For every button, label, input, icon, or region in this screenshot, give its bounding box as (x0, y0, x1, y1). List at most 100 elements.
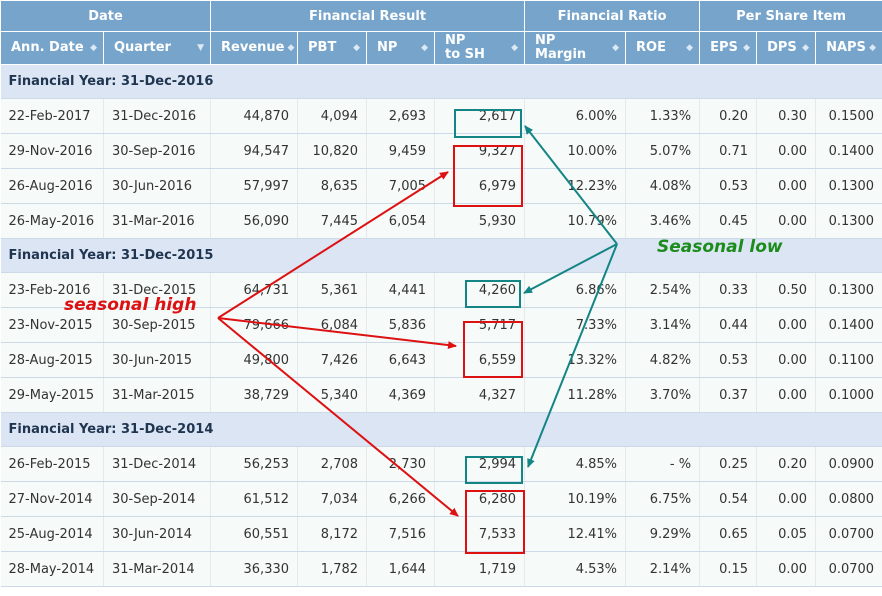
table-cell: 2,617 (434, 98, 526, 134)
column-header-sort[interactable]: ROE ◆ (625, 31, 701, 65)
financial-year-label: Financial Year: 31-Dec-2014 (0, 412, 882, 447)
table-row: 22-Feb-2017 31-Dec-2016 44,870 4,094 2,693 2,… (0, 98, 882, 134)
table-cell: 31-Dec-2015 (103, 272, 212, 308)
group-header: Per Share Item (699, 0, 882, 32)
sort-toggle-icon[interactable]: ◆ (686, 43, 694, 53)
financial-year-row: Financial Year: 31-Dec-2014 (0, 412, 882, 447)
table-cell: 0.37 (699, 377, 758, 413)
table-cell: 29-Nov-2016 (0, 133, 104, 169)
table-cell: 28-May-2014 (0, 551, 104, 587)
column-header-label: EPS (710, 40, 738, 55)
column-header-sort[interactable]: DPS ◆ (756, 31, 817, 65)
table-cell: 6,643 (366, 342, 436, 378)
table-cell: 6,084 (297, 307, 368, 343)
column-header-sort[interactable]: NP ◆ (366, 31, 436, 65)
table-cell: 7,516 (366, 516, 436, 552)
table-cell: 38,729 (210, 377, 299, 413)
sort-desc-icon[interactable]: ▼ (197, 43, 205, 53)
sort-toggle-icon[interactable]: ◆ (743, 43, 751, 53)
column-header-label: NP (377, 40, 398, 55)
table-cell: 26-May-2016 (0, 203, 104, 239)
table-cell: 7,005 (366, 168, 436, 204)
table-cell: 61,512 (210, 481, 299, 517)
sort-toggle-icon[interactable]: ◆ (802, 43, 810, 53)
table-cell: 10,820 (297, 133, 368, 169)
table-cell: 0.0900 (815, 446, 882, 482)
table-cell: 0.53 (699, 342, 758, 378)
table-cell: 64,731 (210, 272, 299, 308)
table-cell: 10.00% (524, 133, 627, 169)
table-cell: 6.86% (524, 272, 627, 308)
table-row: 26-Feb-2015 31-Dec-2014 56,253 2,708 2,730 2,… (0, 446, 882, 482)
column-header-label: PBT (308, 40, 337, 55)
table-cell: 23-Nov-2015 (0, 307, 104, 343)
table-cell: 26-Aug-2016 (0, 168, 104, 204)
table-cell: 0.15 (699, 551, 758, 587)
table-cell: 23-Feb-2016 (0, 272, 104, 308)
table-cell: 9,459 (366, 133, 436, 169)
table-cell: 36,330 (210, 551, 299, 587)
table-cell: 8,172 (297, 516, 368, 552)
table-cell: 0.1300 (815, 168, 882, 204)
table-cell: 0.0700 (815, 551, 882, 587)
column-header-sort[interactable]: PBT ◆ (297, 31, 368, 65)
table-cell: 49,800 (210, 342, 299, 378)
table-cell: 0.00 (756, 168, 817, 204)
table-cell: 0.1100 (815, 342, 882, 378)
table-cell: 79,666 (210, 307, 299, 343)
column-header-sort[interactable]: NAPS ◆ (815, 31, 882, 65)
table-cell: 30-Jun-2015 (103, 342, 212, 378)
table-cell: 3.70% (625, 377, 701, 413)
table-cell: 5,361 (297, 272, 368, 308)
group-header: Financial Result (210, 0, 526, 32)
table-cell: 0.20 (756, 446, 817, 482)
column-header-sort[interactable]: Ann. Date ◆ (0, 31, 104, 65)
table-cell: 31-Mar-2016 (103, 203, 212, 239)
table-cell: 0.1300 (815, 203, 882, 239)
column-header-sort[interactable]: Quarter ▼ (102, 31, 212, 65)
table-cell: 0.00 (756, 203, 817, 239)
table-cell: 0.05 (756, 516, 817, 552)
column-header-sort[interactable]: NP to SH ◆ (434, 31, 526, 65)
table-cell: 30-Jun-2014 (103, 516, 212, 552)
sort-toggle-icon[interactable]: ◆ (287, 43, 295, 53)
table-cell: 7,533 (434, 516, 526, 552)
table-cell: 10.79% (524, 203, 627, 239)
table-cell: 7,426 (297, 342, 368, 378)
table-row: 29-May-2015 31-Mar-2015 38,729 5,340 4,369 4,… (0, 377, 882, 413)
column-header-sort[interactable]: EPS ◆ (699, 31, 758, 65)
table-cell: 8,635 (297, 168, 368, 204)
group-header: Date (0, 0, 212, 32)
table-cell: 0.45 (699, 203, 758, 239)
financial-year-row: Financial Year: 31-Dec-2016 (0, 64, 882, 99)
table-cell: 25-Aug-2014 (0, 516, 104, 552)
table-cell: 26-Feb-2015 (0, 446, 104, 482)
table-cell: 5,340 (297, 377, 368, 413)
table-cell: 31-Mar-2015 (103, 377, 212, 413)
sort-toggle-icon[interactable]: ◆ (869, 43, 877, 53)
table-cell: 5,930 (434, 203, 526, 239)
column-header-sort[interactable]: Revenue ◆ (210, 31, 299, 65)
sort-toggle-icon[interactable]: ◆ (90, 43, 97, 53)
table-cell: 0.54 (699, 481, 758, 517)
sort-toggle-icon[interactable]: ◆ (421, 43, 429, 53)
table-cell: 12.23% (524, 168, 627, 204)
table-cell: 4.08% (625, 168, 701, 204)
table-cell: 0.00 (756, 133, 817, 169)
table-cell: 0.65 (699, 516, 758, 552)
table-cell: 11.28% (524, 377, 627, 413)
table-cell: 31-Dec-2016 (103, 98, 212, 134)
sort-toggle-icon[interactable]: ◆ (612, 43, 620, 53)
column-header-sort[interactable]: NP Margin ◆ (524, 31, 627, 65)
table-cell: 0.1400 (815, 307, 882, 343)
sort-toggle-icon[interactable]: ◆ (353, 43, 361, 53)
table-cell: 5,836 (366, 307, 436, 343)
table-cell: 0.25 (699, 446, 758, 482)
table-cell: 22-Feb-2017 (0, 98, 104, 134)
table-cell: 10.19% (524, 481, 627, 517)
table-cell: 1,644 (366, 551, 436, 587)
table-cell: 0.00 (756, 342, 817, 378)
sort-toggle-icon[interactable]: ◆ (511, 43, 519, 53)
table-cell: 0.1000 (815, 377, 882, 413)
